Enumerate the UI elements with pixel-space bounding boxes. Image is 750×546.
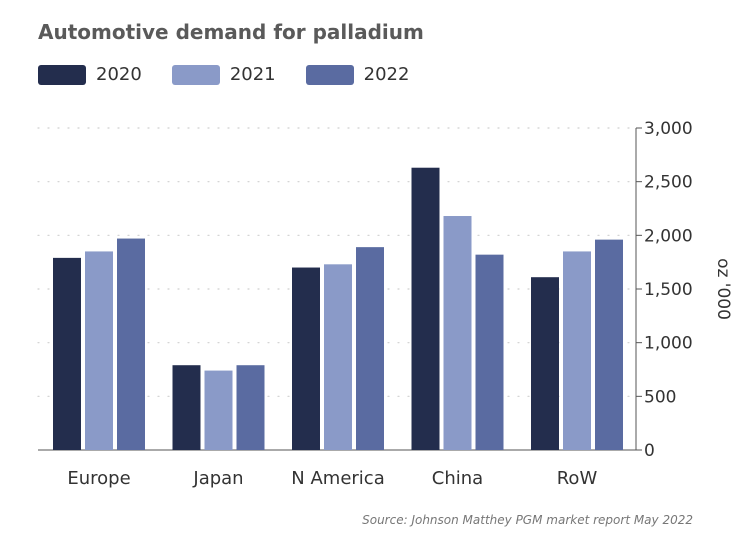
bar <box>117 238 145 450</box>
y-tick-label: 3,000 <box>644 119 693 139</box>
legend-item-2020: 2020 <box>38 64 142 85</box>
bar <box>236 365 265 450</box>
chart-title: Automotive demand for palladium <box>38 20 424 44</box>
legend-label-2022: 2022 <box>363 64 410 85</box>
bar <box>563 251 591 450</box>
legend-item-2022: 2022 <box>305 64 410 85</box>
bar <box>411 167 440 451</box>
legend-label-2021: 2021 <box>229 64 276 85</box>
y-tick-label: 500 <box>644 387 676 407</box>
x-tick-label: Europe <box>67 468 130 489</box>
bar <box>292 267 320 450</box>
y-tick-label: 2,500 <box>644 173 693 193</box>
bar <box>475 254 504 450</box>
source-note: Source: Johnson Matthey PGM market repor… <box>362 513 693 527</box>
bar <box>172 365 201 450</box>
bar <box>443 216 472 450</box>
x-tick-label: Japan <box>192 468 243 489</box>
y-axis-label: oz '000 <box>713 258 733 320</box>
x-tick-label: China <box>432 468 483 489</box>
bar <box>204 370 233 450</box>
legend-swatch-2020 <box>38 64 86 85</box>
bar <box>595 239 623 450</box>
bar <box>531 277 559 450</box>
bar <box>53 257 81 450</box>
legend-label-2020: 2020 <box>96 64 142 85</box>
legend-swatch-2022 <box>305 64 354 85</box>
y-tick-label: 1,500 <box>644 280 693 300</box>
y-tick-label: 0 <box>644 441 655 461</box>
legend: 2020 2021 2022 <box>38 64 439 85</box>
bar <box>356 247 384 450</box>
y-tick-label: 1,000 <box>644 334 693 354</box>
y-tick-label: 2,000 <box>644 226 693 246</box>
bar <box>324 264 352 450</box>
bar <box>85 251 113 450</box>
legend-swatch-2021 <box>171 64 220 85</box>
x-tick-label: RoW <box>557 468 598 489</box>
x-tick-label: N America <box>291 468 384 489</box>
legend-item-2021: 2021 <box>171 64 276 85</box>
